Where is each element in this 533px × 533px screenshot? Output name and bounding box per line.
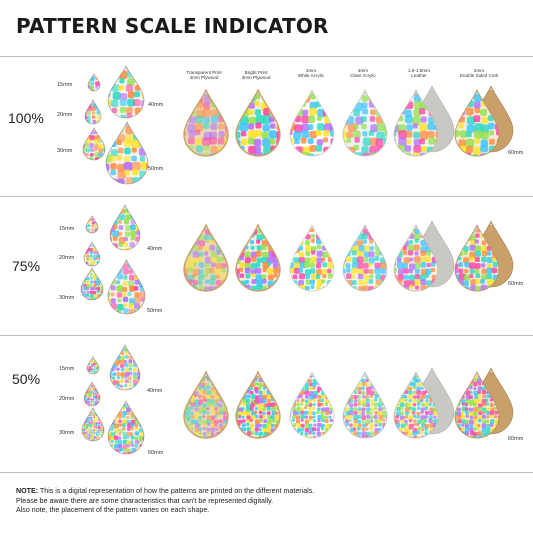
note-label: NOTE:	[16, 487, 39, 495]
teardrop-small	[83, 381, 101, 407]
size-label-20mm: 20mm	[59, 255, 75, 261]
size-label-40mm: 40mm	[147, 246, 163, 252]
size-label-50mm: 50mm	[148, 166, 164, 172]
teardrop-transparent-plywood	[183, 88, 229, 157]
row-divider	[0, 196, 533, 197]
scale-label-100: 100%	[8, 110, 44, 126]
row-divider	[0, 472, 533, 473]
scale-label-75: 75%	[12, 258, 41, 274]
teardrop-white-acrylic	[289, 224, 335, 292]
teardrop-small	[84, 99, 102, 125]
teardrop-clear-acrylic	[342, 371, 388, 439]
teardrop-large	[107, 259, 146, 315]
teardrop-small	[81, 407, 105, 442]
size-label-30mm: 30mm	[57, 148, 73, 154]
teardrop-white-acrylic	[289, 89, 335, 157]
teardrop-clear-acrylic	[342, 89, 388, 157]
teardrop-leather-front	[393, 89, 439, 157]
teardrop-clear-acrylic	[342, 224, 388, 292]
size-label-50mm: 50mm	[147, 308, 163, 314]
material-label-clear-acrylic: 3mm Clear Acrylic	[350, 68, 376, 79]
teardrop-leather-front	[393, 371, 439, 439]
note-text: NOTE: This is a digital representation o…	[16, 487, 315, 515]
size-label-20mm: 20mm	[57, 112, 73, 118]
size-label-30mm: 30mm	[59, 430, 75, 436]
scale-label-50: 50%	[12, 371, 41, 387]
page-title: PATTERN SCALE INDICATOR	[16, 14, 329, 38]
teardrop-small	[86, 356, 100, 375]
size-label-60mm: 60mm	[508, 150, 524, 156]
teardrop-large	[107, 65, 145, 119]
material-label-white-acrylic: 3mm White Acrylic	[297, 68, 325, 79]
material-label-transparent-plywood: Transparent Print 3mm Plywood	[186, 70, 222, 81]
material-label-bright-plywood: Bright Print 3mm Plywood	[241, 70, 271, 81]
teardrop-large	[107, 400, 145, 455]
teardrop-cork-front	[454, 224, 500, 292]
teardrop-bright-plywood	[235, 370, 281, 439]
teardrop-cork-front	[454, 89, 500, 157]
row-divider	[0, 335, 533, 336]
teardrop-small	[82, 127, 106, 161]
size-label-20mm: 20mm	[59, 396, 75, 402]
teardrop-leather-front	[393, 224, 439, 292]
teardrop-transparent-plywood	[183, 223, 229, 292]
size-label-50mm: 50mm	[148, 450, 164, 456]
size-label-15mm: 15mm	[59, 366, 75, 372]
material-label-leather: 1.6-1.8mm Leather	[408, 68, 430, 79]
size-label-40mm: 40mm	[148, 102, 164, 108]
size-label-60mm: 60mm	[508, 436, 524, 442]
teardrop-small	[83, 241, 101, 267]
material-label-cork: 2mm Double Sided Cork	[459, 68, 499, 79]
teardrop-large	[109, 204, 141, 251]
teardrop-large	[105, 121, 149, 185]
size-label-60mm: 60mm	[508, 281, 524, 287]
teardrop-small	[85, 215, 99, 234]
teardrop-small	[87, 73, 101, 92]
teardrop-large	[109, 344, 141, 391]
size-label-40mm: 40mm	[147, 388, 163, 394]
size-label-15mm: 15mm	[59, 226, 75, 232]
teardrop-transparent-plywood	[183, 370, 229, 439]
teardrop-small	[80, 267, 104, 301]
size-label-30mm: 30mm	[59, 295, 75, 301]
size-label-15mm: 15mm	[57, 82, 73, 88]
teardrop-bright-plywood	[235, 88, 281, 157]
teardrop-white-acrylic	[289, 371, 335, 439]
teardrop-cork-front	[454, 371, 500, 439]
row-divider	[0, 56, 533, 57]
teardrop-bright-plywood	[235, 223, 281, 292]
